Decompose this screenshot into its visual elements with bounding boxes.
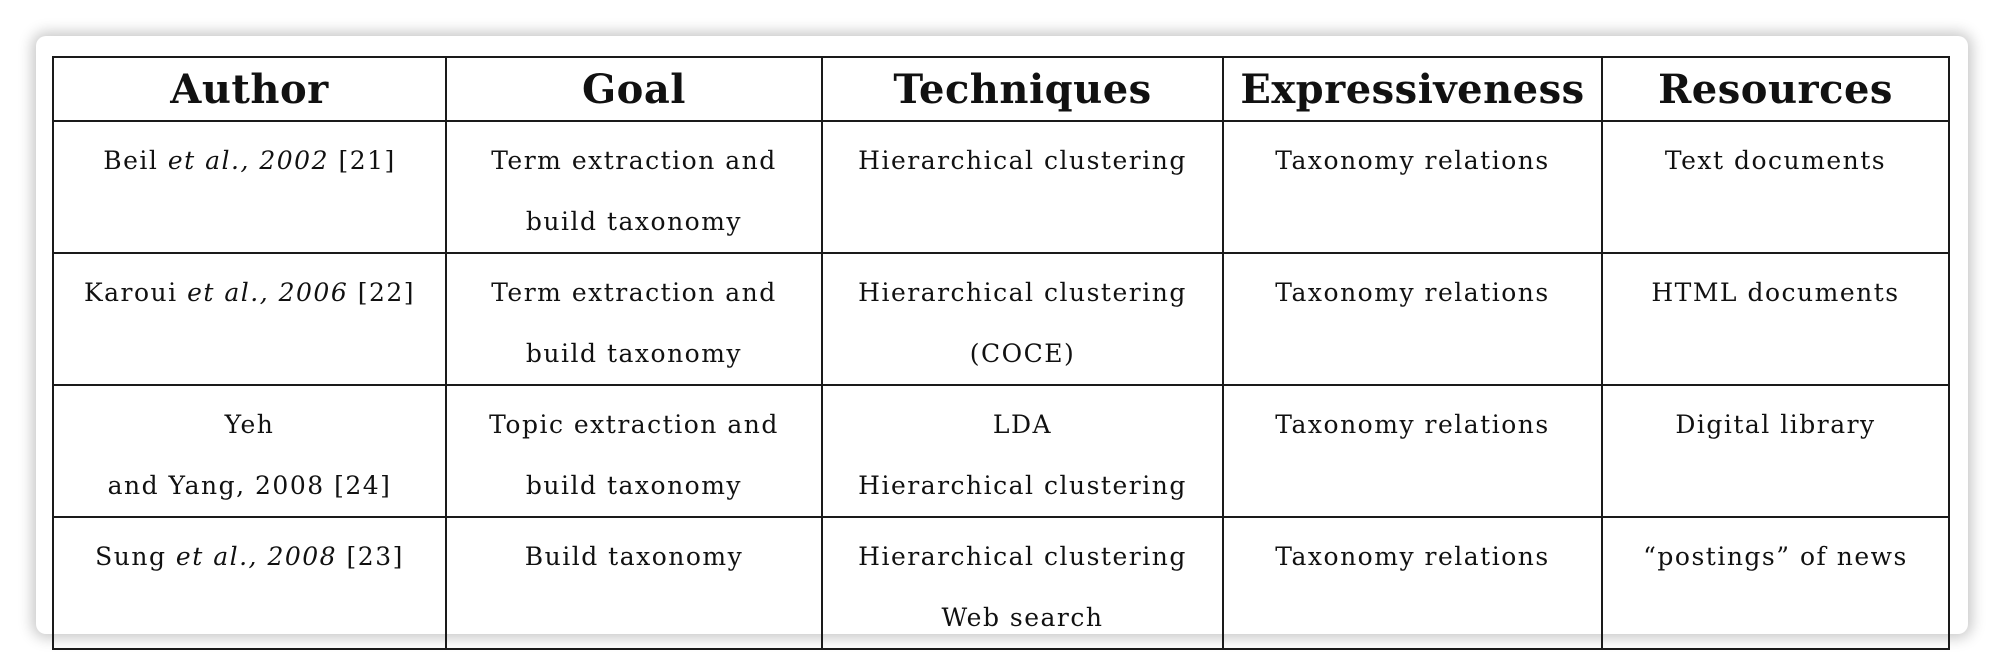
- expressiveness-text: Taxonomy relations: [1275, 146, 1550, 175]
- author-ref: [22]: [357, 278, 416, 307]
- author-cell: Yeh and Yang, 2008 [24]: [52, 384, 447, 518]
- author-cell: Beil et al., 2002 [21]: [52, 120, 447, 254]
- expressiveness-cell: Taxonomy relations: [1222, 252, 1603, 386]
- header-resources: Resources: [1601, 56, 1950, 122]
- table-row: Yeh and Yang, 2008 [24] Topic extraction…: [52, 384, 1950, 518]
- resources-cell: “postings” of news: [1601, 516, 1950, 650]
- goal-cell: Build taxonomy: [445, 516, 823, 650]
- author-name: Beil: [103, 146, 159, 175]
- resources-text: HTML documents: [1651, 278, 1900, 307]
- expressiveness-text: Taxonomy relations: [1275, 542, 1550, 571]
- author-etal: et al., 2006: [187, 278, 349, 307]
- goal-cell: Topic extraction and build taxonomy: [445, 384, 823, 518]
- goal-line: Term extraction and: [491, 278, 777, 307]
- table-card: Author Goal Techniques Expressiveness Re…: [36, 36, 1968, 650]
- expressiveness-cell: Taxonomy relations: [1222, 120, 1603, 254]
- goal-cell: Term extraction and build taxonomy: [445, 252, 823, 386]
- table-row: Karoui et al., 2006 [22] Term extraction…: [52, 252, 1950, 386]
- goal-line: build taxonomy: [525, 207, 743, 236]
- author-etal: et al., 2002: [167, 146, 329, 175]
- resources-cell: HTML documents: [1601, 252, 1950, 386]
- goal-line: build taxonomy: [525, 339, 743, 368]
- goal-line: Term extraction and: [491, 146, 777, 175]
- goal-line: Topic extraction and: [489, 410, 779, 439]
- table-row: Beil et al., 2002 [21] Term extraction a…: [52, 120, 1950, 254]
- header-goal: Goal: [445, 56, 823, 122]
- author-line: and Yang, 2008 [24]: [107, 471, 392, 500]
- goal-line: Build taxonomy: [524, 542, 744, 571]
- table-header-row: Author Goal Techniques Expressiveness Re…: [52, 56, 1950, 122]
- expressiveness-text: Taxonomy relations: [1275, 410, 1550, 439]
- header-author: Author: [52, 56, 447, 122]
- technique-line: (COCE): [969, 339, 1076, 368]
- author-ref: [21]: [338, 146, 396, 175]
- author-name: Karoui: [83, 278, 178, 307]
- goal-cell: Term extraction and build taxonomy: [445, 120, 823, 254]
- technique-line: Hierarchical clustering: [858, 278, 1187, 307]
- resources-text: Text documents: [1664, 146, 1887, 175]
- comparison-table: Author Goal Techniques Expressiveness Re…: [52, 56, 1950, 650]
- header-expressiveness: Expressiveness: [1222, 56, 1603, 122]
- author-cell: Karoui et al., 2006 [22]: [52, 252, 447, 386]
- technique-line: Hierarchical clustering: [858, 542, 1187, 571]
- expressiveness-cell: Taxonomy relations: [1222, 516, 1603, 650]
- header-techniques: Techniques: [821, 56, 1224, 122]
- technique-line: LDA: [992, 410, 1053, 439]
- resources-cell: Digital library: [1601, 384, 1950, 518]
- technique-line: Web search: [941, 603, 1104, 632]
- technique-line: Hierarchical clustering: [858, 146, 1187, 175]
- author-name: Sung: [95, 542, 167, 571]
- techniques-cell: Hierarchical clustering: [821, 120, 1224, 254]
- technique-line: Hierarchical clustering: [858, 471, 1187, 500]
- techniques-cell: Hierarchical clustering Web search: [821, 516, 1224, 650]
- techniques-cell: LDA Hierarchical clustering: [821, 384, 1224, 518]
- techniques-cell: Hierarchical clustering (COCE): [821, 252, 1224, 386]
- expressiveness-cell: Taxonomy relations: [1222, 384, 1603, 518]
- author-cell: Sung et al., 2008 [23]: [52, 516, 447, 650]
- resources-text: “postings” of news: [1643, 542, 1908, 571]
- author-ref: [23]: [346, 542, 404, 571]
- table-row: Sung et al., 2008 [23] Build taxonomy Hi…: [52, 516, 1950, 650]
- resources-cell: Text documents: [1601, 120, 1950, 254]
- expressiveness-text: Taxonomy relations: [1275, 278, 1550, 307]
- goal-line: build taxonomy: [525, 471, 743, 500]
- author-line: Yeh: [224, 410, 275, 439]
- author-etal: et al., 2008: [175, 542, 338, 571]
- resources-text: Digital library: [1675, 410, 1876, 439]
